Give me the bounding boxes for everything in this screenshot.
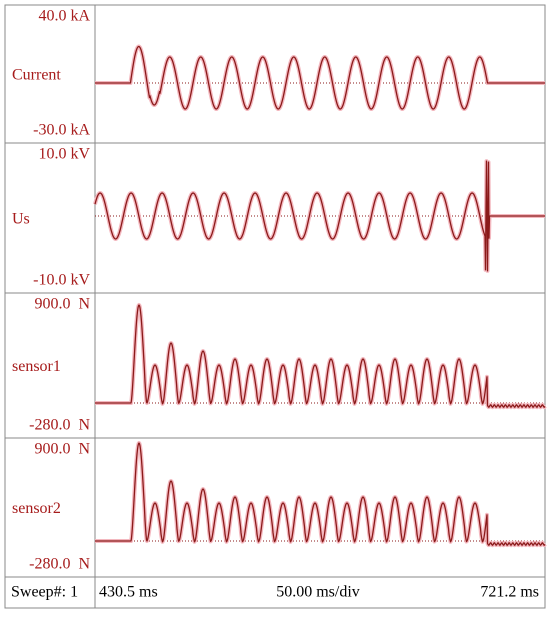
trace <box>94 442 546 546</box>
sweep-label: Sweep#: 1 <box>11 584 78 601</box>
range-bottom: -10.0 kV <box>33 272 90 289</box>
channel-name: sensor1 <box>12 358 61 375</box>
range-bottom: -280.0 N <box>29 556 90 573</box>
frame <box>4 4 546 609</box>
channel-name: sensor2 <box>12 500 61 517</box>
trace <box>94 45 546 110</box>
channel-name: Current <box>12 67 61 84</box>
range-top: 900.0 N <box>34 296 90 313</box>
range-top: 40.0 kA <box>38 8 90 25</box>
trace <box>94 160 546 272</box>
channel-name: Us <box>12 211 30 228</box>
range-top: 10.0 kV <box>38 146 90 163</box>
trace <box>94 304 546 408</box>
range-bottom: -280.0 N <box>29 417 90 434</box>
range-bottom: -30.0 kA <box>33 122 90 139</box>
time-scale: 50.00 ms/div <box>276 584 360 601</box>
range-top: 900.0 N <box>34 441 90 458</box>
end-time: 721.2 ms <box>480 584 539 601</box>
start-time: 430.5 ms <box>99 584 158 601</box>
